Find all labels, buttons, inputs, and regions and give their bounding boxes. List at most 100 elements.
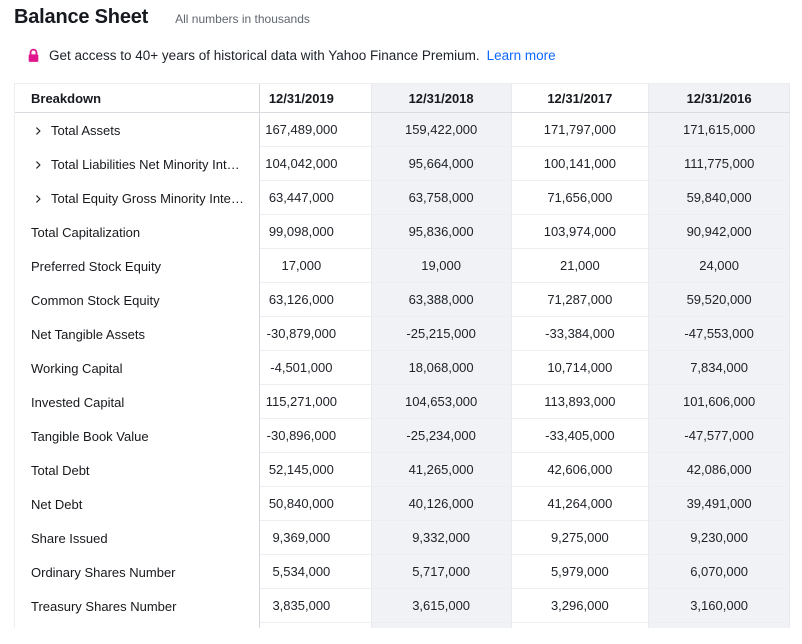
column-header-date: 12/31/2019	[268, 90, 334, 106]
expandable-row-label[interactable]: Total Assets	[15, 113, 260, 147]
value-cell: 100,141,000	[510, 147, 649, 180]
row-label-text: Tangible Book Value	[31, 428, 149, 444]
column-header-date: 12/31/2018	[370, 84, 511, 112]
table-row: Ordinary Shares Number 5,534,000 5,717,00…	[15, 555, 790, 589]
value-cell: -30,896,000	[266, 428, 337, 443]
value-cell: 17,000	[281, 258, 322, 273]
row-values: 9,369,000 9,332,000 9,275,000 9,230,000	[229, 521, 790, 555]
value-cell: 9,332,000	[370, 521, 511, 554]
value-cell: 171,797,000	[510, 113, 649, 146]
value-cell: -30,879,000	[266, 326, 337, 341]
value-cell: -47,553,000	[648, 317, 790, 350]
row-label: Treasury Shares Number	[15, 589, 260, 623]
value-cell: 167,489,000	[265, 122, 338, 137]
row-values: 50,840,000 40,126,000 41,264,000 39,491,000	[229, 487, 790, 521]
page-title: Balance Sheet	[14, 6, 149, 28]
value-cell: 24,000	[648, 249, 790, 282]
row-label	[15, 623, 260, 628]
value-cell: 39,491,000	[648, 487, 790, 520]
value-cell: 104,042,000	[265, 156, 338, 171]
value-cell: 40,126,000	[370, 487, 511, 520]
value-cell: 9,369,000	[272, 530, 331, 545]
row-values: 115,271,000 104,653,000 113,893,000 101,606…	[229, 385, 790, 419]
balance-sheet-table: Breakdown 12/31/2019 12/31/2018 12/31/2017…	[14, 83, 790, 628]
expandable-row-label[interactable]: Total Liabilities Net Minority Int…	[15, 147, 260, 181]
value-cell: 63,388,000	[370, 283, 511, 316]
row-label: Common Stock Equity	[15, 283, 260, 317]
table-row: Net Tangible Assets -30,879,000 -25,215,0…	[15, 317, 790, 351]
value-cell: 59,840,000	[648, 181, 790, 214]
table-body: Total Assets 167,489,000 159,422,000 171,7…	[15, 113, 790, 623]
table-row: Treasury Shares Number 3,835,000 3,615,00…	[15, 589, 790, 623]
value-cell: 103,974,000	[510, 215, 649, 248]
table-row: Tangible Book Value -30,896,000 -25,234,0…	[15, 419, 790, 453]
row-values: 5,534,000 5,717,000 5,979,000 6,070,000	[229, 555, 790, 589]
table-row: Total Capitalization 99,098,000 95,836,00…	[15, 215, 790, 249]
row-label-text: Preferred Stock Equity	[31, 258, 162, 274]
value-cell: 50,840,000	[268, 496, 334, 511]
row-values: 104,042,000 95,664,000 100,141,000 111,775,…	[229, 147, 790, 181]
page-header: Balance Sheet All numbers in thousands	[0, 0, 802, 30]
partial-data	[229, 623, 790, 628]
table-row: Net Debt 50,840,000 40,126,000 41,264,000 3…	[15, 487, 790, 521]
row-label: Net Debt	[15, 487, 260, 521]
row-label-text: Invested Capital	[31, 394, 125, 410]
row-values: 167,489,000 159,422,000 171,797,000 171,615…	[229, 113, 790, 147]
row-label: Total Debt	[15, 453, 260, 487]
value-cell: 95,664,000	[370, 147, 511, 180]
value-cell: -47,577,000	[648, 419, 790, 452]
chevron-right-icon[interactable]	[33, 126, 43, 136]
value-cell: 115,271,000	[265, 394, 338, 409]
row-label: Ordinary Shares Number	[15, 555, 260, 589]
row-values: -4,501,000 18,068,000 10,714,000 7,834,000	[229, 351, 790, 385]
value-cell: 3,835,000	[272, 598, 331, 613]
header-date-columns: 12/31/2019 12/31/2018 12/31/2017 12/31/2016	[229, 84, 790, 112]
row-label-text: Treasury Shares Number	[31, 598, 177, 614]
value-cell: 10,714,000	[510, 351, 649, 384]
row-values: -30,879,000 -25,215,000 -33,384,000 -47,553…	[229, 317, 790, 351]
row-label-text: Ordinary Shares Number	[31, 564, 176, 580]
row-values: 3,835,000 3,615,000 3,296,000 3,160,000	[229, 589, 790, 623]
clipped-bottom-row	[15, 623, 790, 628]
value-cell: 104,653,000	[370, 385, 511, 418]
value-cell: 7,834,000	[648, 351, 790, 384]
value-cell: 3,615,000	[370, 589, 511, 622]
table-row: Total Liabilities Net Minority Int… 104,…	[15, 147, 790, 181]
row-label-text: Working Capital	[31, 360, 123, 376]
banner-message: Get access to 40+ years of historical da…	[49, 47, 480, 63]
value-cell: -25,234,000	[370, 419, 511, 452]
value-cell: 5,717,000	[370, 555, 511, 588]
premium-banner: Get access to 40+ years of historical da…	[27, 45, 802, 65]
partial-cell	[370, 623, 511, 628]
value-cell: 101,606,000	[648, 385, 790, 418]
value-cell: 159,422,000	[370, 113, 511, 146]
learn-more-link[interactable]: Learn more	[486, 47, 556, 63]
row-label-text: Total Debt	[31, 462, 90, 478]
row-label-text: Net Debt	[31, 496, 83, 512]
value-cell: 59,520,000	[648, 283, 790, 316]
row-values: 99,098,000 95,836,000 103,974,000 90,942,00…	[229, 215, 790, 249]
table-row: Total Assets 167,489,000 159,422,000 171,7…	[15, 113, 790, 147]
chevron-right-icon[interactable]	[33, 160, 43, 170]
value-cell: 63,126,000	[268, 292, 334, 307]
value-cell: 113,893,000	[510, 385, 649, 418]
row-label: Net Tangible Assets	[15, 317, 260, 351]
column-header-date: 12/31/2016	[648, 84, 790, 112]
expandable-row-label[interactable]: Total Equity Gross Minority Inte…	[15, 181, 260, 215]
value-cell: 90,942,000	[648, 215, 790, 248]
value-cell: 41,264,000	[510, 487, 649, 520]
row-values: 52,145,000 41,265,000 42,606,000 42,086,000	[229, 453, 790, 487]
value-cell: 19,000	[370, 249, 511, 282]
row-label: Working Capital	[15, 351, 260, 385]
row-label: Invested Capital	[15, 385, 260, 419]
chevron-right-icon[interactable]	[33, 194, 43, 204]
column-header-breakdown: Breakdown	[15, 84, 260, 112]
value-cell: 5,534,000	[272, 564, 331, 579]
value-cell: 3,160,000	[648, 589, 790, 622]
row-values: 17,000 19,000 21,000 24,000	[229, 249, 790, 283]
value-cell: 63,758,000	[370, 181, 511, 214]
value-cell: -33,405,000	[510, 419, 649, 452]
table-row: Share Issued 9,369,000 9,332,000 9,275,000…	[15, 521, 790, 555]
row-values: 63,126,000 63,388,000 71,287,000 59,520,000	[229, 283, 790, 317]
